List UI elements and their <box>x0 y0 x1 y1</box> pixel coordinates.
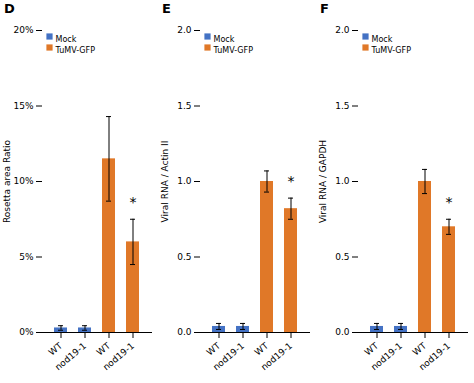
svg-text:nod19-1: nod19-1 <box>53 341 88 373</box>
svg-text:15%: 15% <box>13 101 33 111</box>
svg-text:0.5: 0.5 <box>177 252 191 262</box>
svg-text:5%: 5% <box>19 252 34 262</box>
svg-text:TuMV-GFP: TuMV-GFP <box>55 46 96 55</box>
svg-text:WT: WT <box>95 340 113 357</box>
svg-text:1.5: 1.5 <box>335 101 349 111</box>
svg-text:10%: 10% <box>13 176 33 186</box>
svg-text:1.0: 1.0 <box>177 176 192 186</box>
html-text:E: E <box>162 1 171 16</box>
svg-text:2.0: 2.0 <box>177 25 192 35</box>
svg-text:Rosetta area Ratio: Rosetta area Ratio <box>2 139 12 223</box>
svg-text:*: * <box>288 173 295 189</box>
html-text:D: D <box>4 1 15 16</box>
svg-text:WT: WT <box>253 340 271 357</box>
svg-text:2.0: 2.0 <box>335 25 350 35</box>
svg-text:Viral RNA / GAPDH: Viral RNA / GAPDH <box>318 140 328 223</box>
svg-text:0.5: 0.5 <box>335 252 349 262</box>
svg-text:0%: 0% <box>19 327 34 337</box>
svg-text:Mock: Mock <box>214 35 235 44</box>
svg-text:WT: WT <box>47 340 65 357</box>
html-text:F: F <box>320 1 329 16</box>
svg-text:nod19-1: nod19-1 <box>369 341 404 373</box>
svg-text:*: * <box>130 194 137 210</box>
svg-text:0.0: 0.0 <box>335 327 350 337</box>
svg-text:0.0: 0.0 <box>177 327 192 337</box>
svg-text:WT: WT <box>205 340 223 357</box>
svg-text:*: * <box>446 194 453 210</box>
svg-text:nod19-1: nod19-1 <box>211 341 246 373</box>
svg-text:TuMV-GFP: TuMV-GFP <box>371 46 412 55</box>
svg-text:1.0: 1.0 <box>335 176 350 186</box>
svg-text:TuMV-GFP: TuMV-GFP <box>213 46 254 55</box>
svg-text:Mock: Mock <box>372 35 393 44</box>
svg-text:WT: WT <box>363 340 381 357</box>
svg-text:nod19-1: nod19-1 <box>101 341 136 373</box>
svg-text:20%: 20% <box>13 25 33 35</box>
svg-text:nod19-1: nod19-1 <box>259 341 294 373</box>
svg-text:Viral RNA / Actin II: Viral RNA / Actin II <box>160 141 170 223</box>
svg-text:1.5: 1.5 <box>177 101 191 111</box>
svg-text:nod19-1: nod19-1 <box>417 341 452 373</box>
svg-text:Mock: Mock <box>56 35 77 44</box>
svg-text:WT: WT <box>411 340 429 357</box>
